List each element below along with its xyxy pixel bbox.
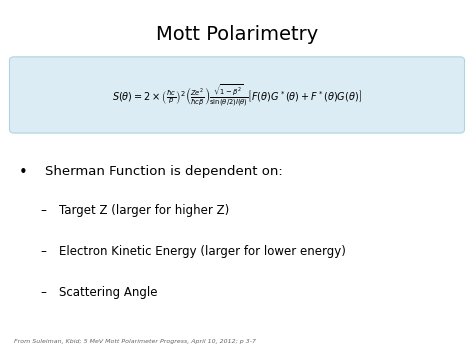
Text: Scattering Angle: Scattering Angle — [59, 286, 158, 299]
Text: •: • — [19, 165, 27, 180]
Text: Electron Kinetic Energy (larger for lower energy): Electron Kinetic Energy (larger for lowe… — [59, 245, 346, 258]
Text: Target Z (larger for higher Z): Target Z (larger for higher Z) — [59, 204, 229, 217]
Text: Mott Polarimetry: Mott Polarimetry — [156, 25, 318, 44]
Text: From Suleiman, Kbid; 5 MeV Mott Polarimeter Progress, April 10, 2012; p 3-7: From Suleiman, Kbid; 5 MeV Mott Polarime… — [14, 339, 256, 344]
Text: $S(\theta) = 2\times\left(\frac{\hbar c}{p}\right)^2\left(\frac{Ze^2}{\hbar c\be: $S(\theta) = 2\times\left(\frac{\hbar c}… — [112, 82, 362, 108]
Text: –: – — [40, 204, 46, 217]
Text: Sherman Function is dependent on:: Sherman Function is dependent on: — [45, 165, 283, 178]
Text: –: – — [40, 286, 46, 299]
FancyBboxPatch shape — [9, 57, 465, 133]
Text: –: – — [40, 245, 46, 258]
